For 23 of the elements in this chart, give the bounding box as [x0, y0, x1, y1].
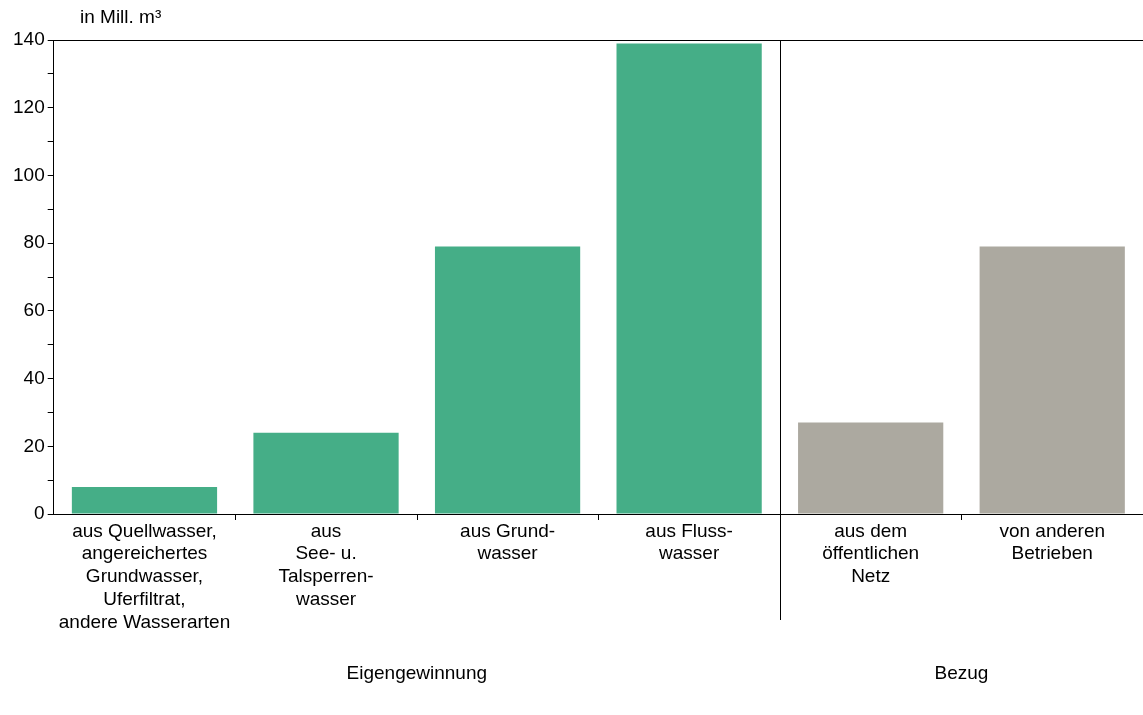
- y-tick-label: 40: [23, 366, 45, 388]
- y-tick-label: 120: [13, 95, 45, 117]
- bar: [434, 246, 581, 514]
- x-tick-label: aus See- u. Talsperren- wasser: [278, 519, 374, 610]
- bar: [979, 246, 1125, 514]
- text: Bezug: [934, 662, 989, 684]
- text: Eigengewinnung: [346, 662, 488, 684]
- x-tick-label: von anderen Betrieben: [999, 519, 1106, 564]
- y-tick-label: 60: [23, 299, 45, 321]
- bar: [71, 486, 218, 514]
- x-tick-label: aus dem öffentlichen Netz: [822, 519, 920, 587]
- y-tick-label: 140: [13, 28, 45, 50]
- bar: [616, 43, 762, 514]
- x-tick-label: aus Grund- wasser: [460, 519, 556, 564]
- x-tick-label: aus Fluss- wasser: [645, 519, 733, 564]
- x-tick-label: aus Quellwasser, angereichertes Grundwasser, Uferfiltrat, andere Wasserarten: [58, 519, 231, 632]
- y-tick-label: 0: [34, 502, 45, 524]
- y-tick-label: 20: [23, 434, 45, 456]
- y-tick-label: 80: [23, 231, 45, 253]
- y-axis-title: in Mill. m³: [80, 6, 162, 28]
- y-tick-label: 100: [13, 163, 45, 185]
- bar: [253, 432, 399, 514]
- bar: [798, 422, 944, 514]
